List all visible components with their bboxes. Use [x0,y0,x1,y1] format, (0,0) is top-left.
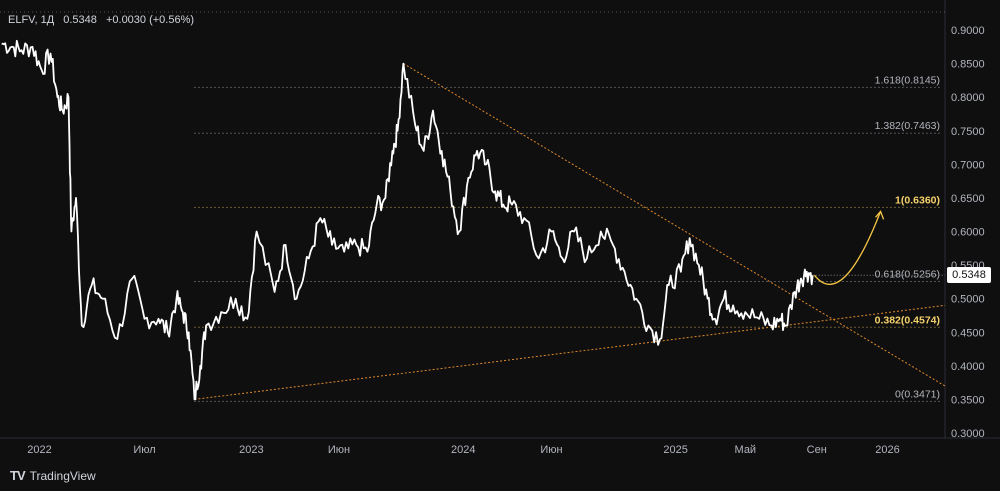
fib-level-label: 0.618(0.5256) [875,268,940,280]
fib-level-label: 0.382(0.4574) [875,314,940,326]
forecast-arrowhead [875,210,885,220]
x-tick-label: 2026 [875,444,899,456]
fib-level-label: 0(0.3471) [895,388,940,400]
x-tick-label: Июн [540,444,562,456]
y-tick-label: 0.7000 [951,159,985,171]
y-tick-label: 0.8000 [951,92,985,104]
legend-symbol: ELFV, 1Д [8,14,55,26]
y-tick-label: 0.9000 [951,25,985,37]
forecast-arrow-path [813,211,882,285]
price-series-line [1,39,814,401]
y-tick-label: 0.5000 [951,294,985,306]
brand-name: TradingView [29,468,96,483]
y-tick-label: 0.3500 [951,394,985,406]
trendline [194,304,946,400]
legend: ELFV, 1Д 0.5348 +0.0030 (+0.56%) [8,14,194,26]
tradingview-logo-icon: TV [10,468,26,483]
x-tick-label: Сен [807,444,827,456]
x-tick-label: 2024 [451,444,475,456]
legend-last-value: 0.5348 [63,14,97,26]
y-tick-label: 0.7500 [951,126,985,138]
x-tick-label: Июл [133,444,155,456]
y-tick-label: 0.6500 [951,193,985,205]
x-tick-label: 2022 [27,444,51,456]
x-tick-label: 2025 [663,444,687,456]
trendline [403,63,946,387]
x-tick-label: Июн [328,444,350,456]
tradingview-brand[interactable]: TV TradingView [10,468,96,483]
legend-change: +0.0030 (+0.56%) [105,14,195,26]
fib-level-label: 1.618(0.8145) [875,74,940,86]
y-tick-label: 0.4000 [951,361,985,373]
fib-level-label: 1(0.6360) [895,194,940,206]
fib-level-label: 1.382(0.7463) [875,120,940,132]
current-price-label: 0.5348 [947,267,991,284]
x-tick-label: 2023 [239,444,263,456]
y-tick-label: 0.8500 [951,59,985,71]
y-tick-label: 0.6000 [951,227,985,239]
y-tick-label: 0.4500 [951,327,985,339]
y-tick-label: 0.3000 [951,428,985,440]
x-tick-label: Май [735,444,757,456]
